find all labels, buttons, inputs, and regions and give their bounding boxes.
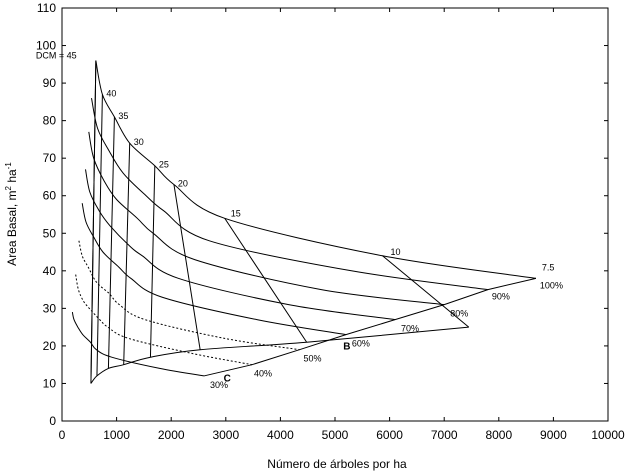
x-tick-label: 7000: [431, 428, 458, 442]
x-tick-label: 6000: [376, 428, 403, 442]
y-tick-label: 10: [43, 376, 57, 390]
dcm-label: 35: [118, 111, 128, 121]
density-curve-label: 30%: [210, 380, 228, 390]
density-curve-label: 60%: [352, 339, 370, 349]
y-tick-label: 90: [43, 76, 57, 90]
x-tick-label: 0: [59, 428, 66, 442]
density-curve: [91, 98, 488, 291]
density-curve: [88, 131, 445, 306]
density-curve-label: 50%: [304, 354, 322, 364]
dcm-line: [149, 165, 156, 358]
dcm-label: DCM = 45: [36, 51, 77, 61]
x-tick-label: 8000: [485, 428, 512, 442]
lower-right-boundary: [203, 277, 537, 377]
density-curve: [95, 60, 536, 279]
y-axis-title: Area Basal, m2 ha-1: [4, 162, 19, 266]
dcm-line: [107, 116, 115, 369]
y-axis-title-sup1: 2: [4, 185, 13, 190]
density-curve: [81, 203, 346, 336]
dcm-lines: [90, 60, 470, 384]
dcm-line: [224, 217, 308, 343]
y-tick-label: 0: [49, 414, 56, 428]
density-curve: [85, 169, 396, 321]
zone-label-c: C: [224, 374, 231, 385]
x-tick-label: 5000: [322, 428, 349, 442]
y-axis: 0 10 20 30 40 50 60 70 80 90 100 110: [36, 1, 608, 428]
zone-label-b: B: [343, 342, 350, 353]
dcm-line: [96, 94, 103, 376]
density-curve-label: 100%: [540, 280, 563, 290]
lower-envelope-curve: [90, 326, 469, 384]
x-axis-title: Número de árboles por ha: [267, 457, 407, 471]
y-tick-label: 110: [37, 1, 56, 15]
dcm-line: [382, 255, 470, 328]
density-curve-label: 80%: [450, 309, 468, 319]
dcm-label: 25: [159, 160, 169, 170]
dcm-label: 15: [231, 208, 241, 218]
dcm-boundary-line: [90, 60, 97, 384]
density-curve-label: 70%: [401, 324, 419, 334]
y-tick-label: 20: [43, 339, 57, 353]
x-tick-label: 4000: [267, 428, 294, 442]
x-axis: 0 1000 2000 3000 4000 5000 6000 7000 8000 9000 100…: [59, 8, 625, 442]
y-axis-title-main: Area Basal, m: [5, 190, 19, 265]
dcm-line: [123, 143, 131, 365]
y-tick-label: 70: [43, 151, 57, 165]
y-tick-label: 30: [43, 301, 57, 315]
dcm-label: 10: [391, 247, 401, 257]
dcm-line: [173, 184, 201, 350]
dcm-label: 40: [106, 88, 116, 98]
dcm-label: 7.5: [542, 262, 555, 272]
density-curve-label: 40%: [254, 369, 272, 379]
density-curves: [71, 60, 536, 377]
x-tick-label: 2000: [158, 428, 185, 442]
y-axis-title-sup2: -1: [4, 162, 13, 170]
y-tick-label: 100: [36, 39, 56, 53]
y-axis-title-mid: ha: [5, 169, 19, 186]
density-curve: [75, 274, 253, 366]
dcm-label: 30: [134, 137, 144, 147]
x-tick-label: 3000: [212, 428, 239, 442]
y-tick-label: 80: [43, 114, 57, 128]
density-curve-label: 90%: [492, 292, 510, 302]
y-tick-label: 50: [43, 226, 57, 240]
x-tick-label: 1000: [103, 428, 130, 442]
y-tick-label: 40: [43, 264, 57, 278]
density-curve: [71, 312, 205, 377]
y-tick-label: 60: [43, 189, 57, 203]
x-tick-label: 9000: [540, 428, 567, 442]
dcm-label: 20: [178, 178, 188, 188]
x-tick-label: 10000: [591, 428, 625, 442]
chart-annotations: DCM = 45 40 35 30 25 20 15 10 7.5 100% 90% 80% 70% 60…: [36, 51, 563, 390]
